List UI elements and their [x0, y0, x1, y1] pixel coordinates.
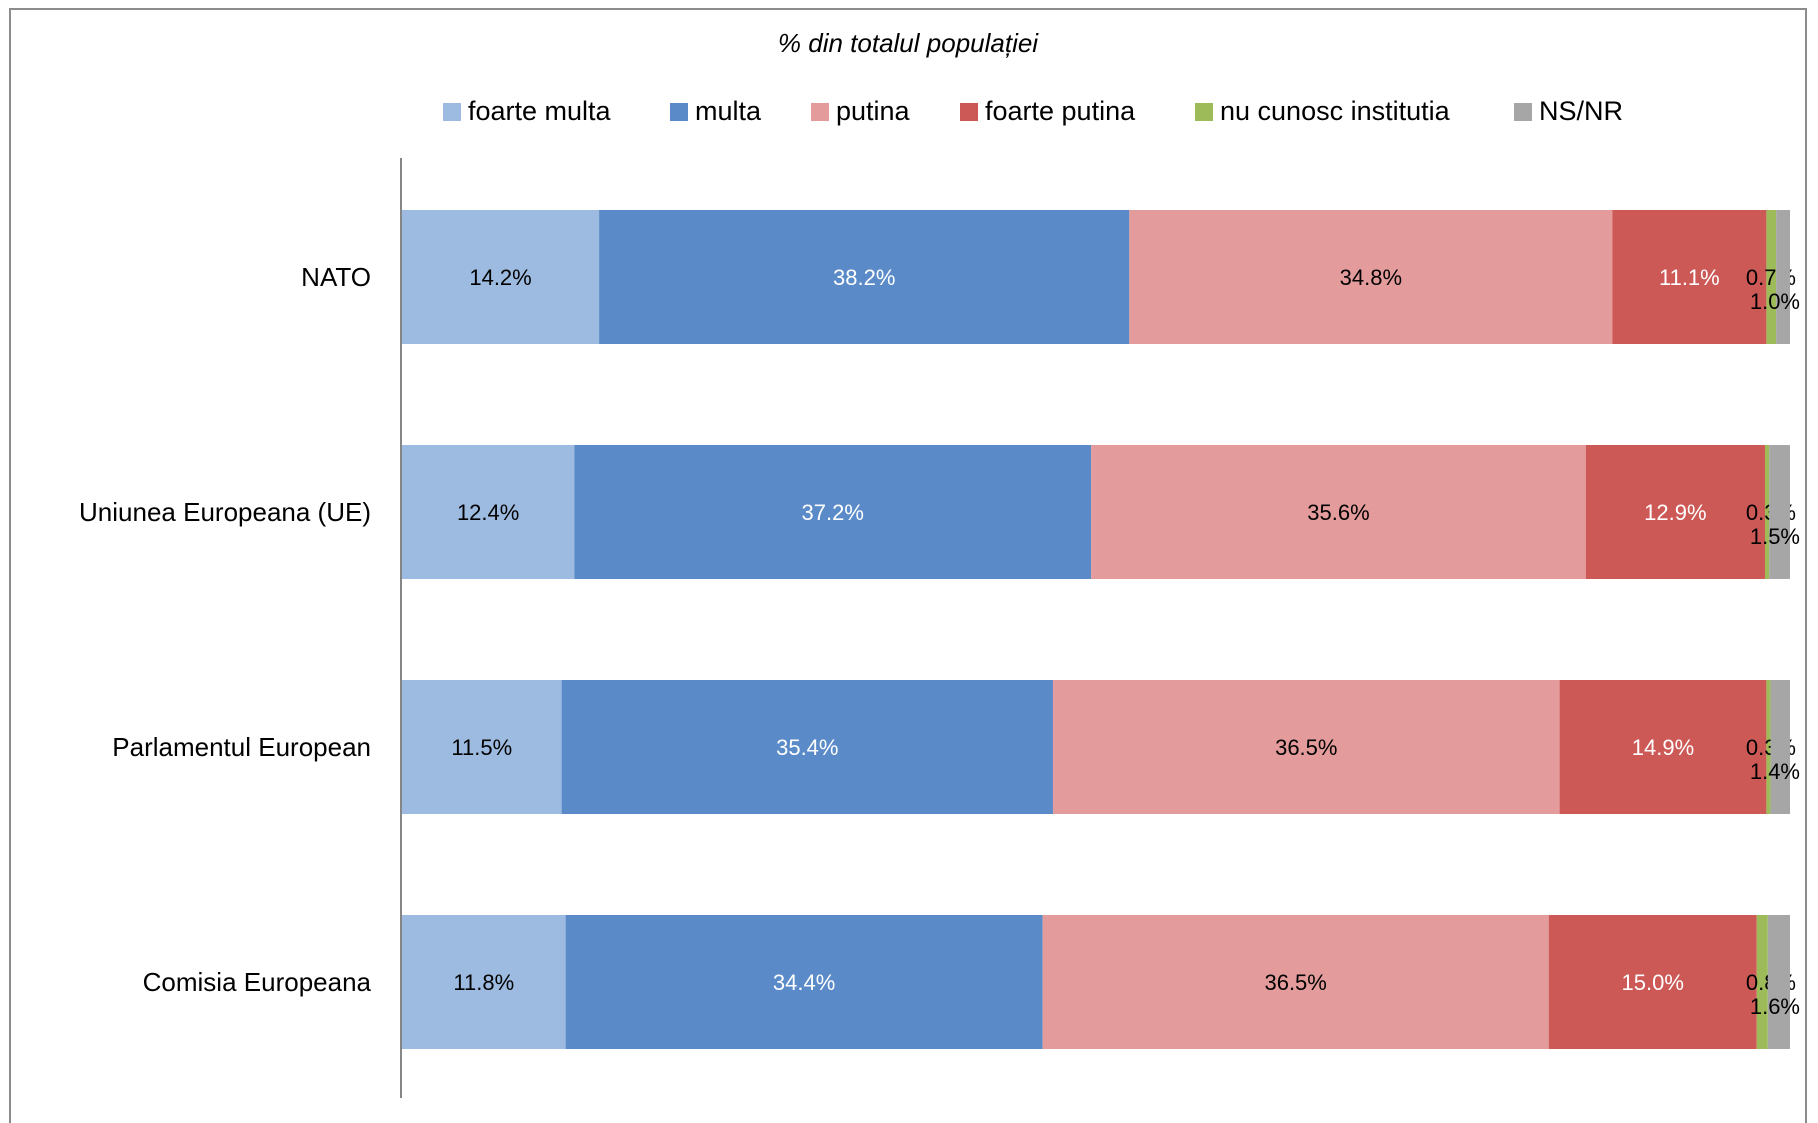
bar-segment-foarte-multa — [402, 680, 562, 814]
bar-segment-putina — [1052, 680, 1560, 814]
legend-label: multa — [695, 96, 762, 126]
category-labels: NATO Uniunea Europeana (UE) Parlamentul Eu… — [79, 262, 372, 997]
bar-segment-multa — [565, 915, 1043, 1049]
data-label: 1.0% — [1750, 289, 1800, 314]
legend-swatch — [811, 103, 829, 121]
data-label: 36.5% — [1275, 735, 1337, 760]
legend-item-multa: multa — [670, 96, 762, 126]
data-label: 1.6% — [1750, 994, 1800, 1019]
bar-segment-foarte-putina — [1559, 680, 1767, 814]
data-label: 34.8% — [1340, 265, 1402, 290]
data-label: 12.4% — [457, 500, 519, 525]
bar-segment-foarte-putina — [1585, 445, 1765, 579]
data-label: 38.2% — [833, 265, 895, 290]
data-label: 11.1% — [1659, 265, 1720, 290]
bar-segment-nu-cunosc-institutia — [1764, 445, 1770, 579]
legend-item-ns-nr: NS/NR — [1514, 96, 1623, 126]
bar-segment-putina — [1129, 210, 1613, 344]
data-label: 1.5% — [1750, 524, 1800, 549]
data-label: 14.2% — [469, 265, 531, 290]
data-label: 15.0% — [1622, 970, 1684, 995]
bar-segment-ns-nr — [1770, 680, 1790, 814]
legend: foarte multa multa putina foarte putina nu c… — [443, 96, 1623, 126]
data-label: 34.4% — [773, 970, 835, 995]
legend-label: NS/NR — [1539, 96, 1623, 126]
legend-swatch — [1514, 103, 1532, 121]
legend-label: foarte putina — [985, 96, 1136, 126]
legend-swatch — [443, 103, 461, 121]
legend-item-foarte-putina: foarte putina — [960, 96, 1136, 126]
bar-segment-foarte-multa — [402, 210, 600, 344]
bar-segment-foarte-multa — [402, 915, 566, 1049]
bar-segment-ns-nr — [1767, 915, 1790, 1049]
category-label: Parlamentul European — [112, 732, 371, 762]
data-label: 35.6% — [1307, 500, 1369, 525]
chart-title: % din totalul populației — [778, 28, 1039, 58]
bar-segment-nu-cunosc-institutia — [1766, 680, 1771, 814]
bar-group-uniunea-europeana-ue: 12.4%37.2%35.6%12.9%0.3%1.5% — [402, 445, 1800, 579]
legend-swatch — [670, 103, 688, 121]
data-label: 14.9% — [1632, 735, 1694, 760]
data-label: 35.4% — [776, 735, 838, 760]
data-label: 37.2% — [802, 500, 864, 525]
data-label: 12.9% — [1644, 500, 1706, 525]
legend-swatch — [1195, 103, 1213, 121]
data-label: 11.8% — [453, 970, 514, 995]
bars: 14.2% 38.2% 34.8% 11.1% 0.7%1.0%12.4% 37.2% 35… — [402, 210, 1800, 1049]
legend-label: putina — [836, 96, 911, 126]
bar-segment-foarte-multa — [402, 445, 575, 579]
legend-label: nu cunosc institutia — [1220, 96, 1451, 126]
legend-item-putina: putina — [811, 96, 911, 126]
bar-segment-nu-cunosc-institutia — [1756, 915, 1768, 1049]
legend-swatch — [960, 103, 978, 121]
data-label: 11.5% — [451, 735, 512, 760]
legend-item-foarte-multa: foarte multa — [443, 96, 612, 126]
bar-segment-foarte-putina — [1548, 915, 1757, 1049]
bar-segment-nu-cunosc-institutia — [1766, 210, 1777, 344]
bar-group-comisia-europeana: 11.8%34.4%36.5%15.0%0.8%1.6% — [402, 915, 1800, 1049]
data-label: 36.5% — [1264, 970, 1326, 995]
bar-segment-multa — [599, 210, 1130, 344]
legend-item-nu-cunosc-institutia: nu cunosc institutia — [1195, 96, 1451, 126]
bar-segment-ns-nr — [1769, 445, 1790, 579]
bar-segment-foarte-putina — [1612, 210, 1767, 344]
bar-segment-multa — [561, 680, 1053, 814]
category-label: Comisia Europeana — [143, 967, 372, 997]
bar-group-parlamentul-european: 11.5%35.4%36.5%14.9%0.3%1.4% — [402, 680, 1800, 814]
bar-group-nato: 14.2% 38.2% 34.8% 11.1% 0.7%1.0% — [402, 210, 1800, 344]
category-label: NATO — [301, 262, 371, 292]
data-label: 1.4% — [1750, 759, 1800, 784]
legend-label: foarte multa — [468, 96, 612, 126]
bar-segment-putina — [1091, 445, 1586, 579]
bar-segment-putina — [1042, 915, 1549, 1049]
bar-segment-multa — [574, 445, 1092, 579]
category-label: Uniunea Europeana (UE) — [79, 497, 371, 527]
bar-segment-ns-nr — [1776, 210, 1790, 344]
